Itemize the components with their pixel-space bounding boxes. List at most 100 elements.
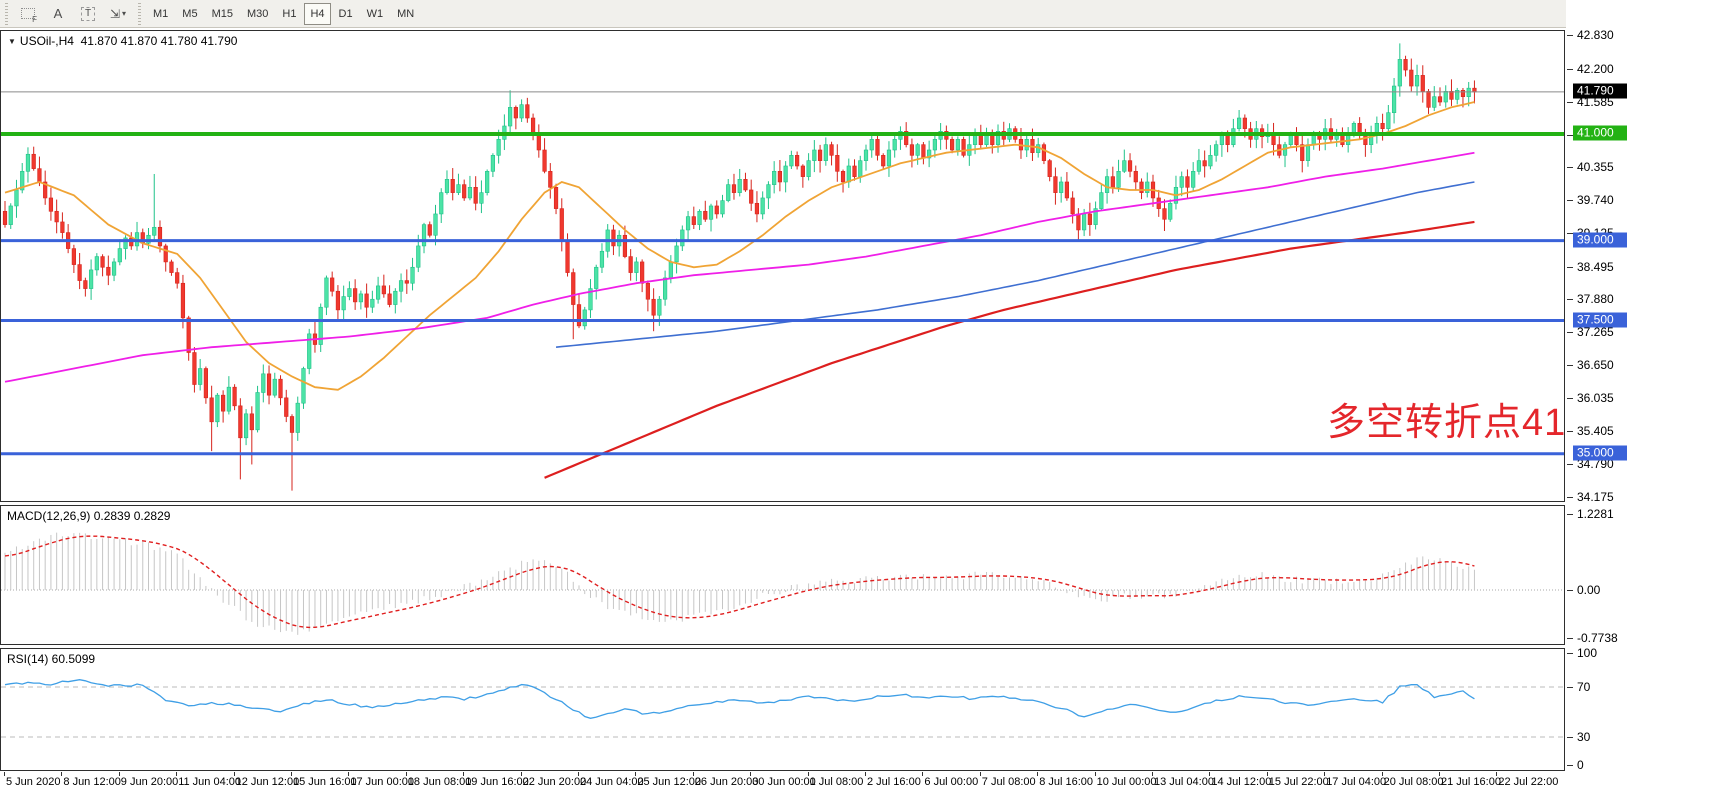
time-tick-mark	[1209, 772, 1211, 776]
time-tick-mark	[807, 772, 809, 776]
price-tick-label: 39.740	[1566, 193, 1614, 207]
rsi-axis-label: 30	[1566, 730, 1590, 744]
time-tick-mark	[979, 772, 981, 776]
chart-template-grid-icon[interactable]: F	[13, 2, 43, 26]
time-axis-label: 22 Jul 22:00	[1498, 776, 1559, 788]
time-axis-label: 8 Jun 12:00	[63, 776, 121, 788]
time-axis-label: 2 Jul 16:00	[867, 776, 921, 788]
time-axis-label: 14 Jul 12:00	[1211, 776, 1272, 788]
time-tick-mark	[405, 772, 407, 776]
time-tick-mark	[865, 772, 866, 776]
price-tick-label: 34.175	[1566, 490, 1614, 504]
time-axis[interactable]: 5 Jun 2020 8 Jun 12:00 9 Jun 20:00 11 Jun 0…	[0, 772, 1731, 793]
toolbar: F A T ⇲ ▾ M1 M5 M15 M30 H1 H4 D1 W1 MN	[0, 0, 1731, 28]
rsi-label: RSI(14) 60.5099	[7, 652, 96, 666]
time-tick-mark	[4, 772, 5, 776]
price-axis[interactable]: 42.83042.20041.58540.97040.35539.74039.1…	[1566, 0, 1731, 772]
time-axis-label: 11 Jun 04:00	[178, 776, 241, 788]
price-level-badge[interactable]: 41.000	[1573, 125, 1627, 141]
time-axis-label: 15 Jun 16:00	[293, 776, 357, 788]
time-axis-label: 26 Jun 20:00	[694, 776, 759, 788]
symbol-quote-line: ▼ USOil-,H4 41.870 41.870 41.780 41.790	[8, 34, 237, 48]
time-tick-mark	[233, 772, 235, 776]
time-axis-label: 24 Jun 04:00	[580, 776, 644, 788]
rsi-chart[interactable]	[1, 649, 1564, 770]
time-tick-mark	[176, 772, 178, 776]
macd-axis-label: -0.7738	[1566, 631, 1618, 645]
chevron-down-icon[interactable]: ▾	[122, 9, 127, 18]
price-level-badge[interactable]: 37.500	[1573, 312, 1627, 328]
price-tick-label: 36.035	[1566, 391, 1614, 405]
time-tick-mark	[692, 772, 694, 776]
price-tick-label: 36.650	[1566, 358, 1614, 372]
collapse-triangle-icon[interactable]: ▼	[8, 37, 16, 46]
price-tick-label: 40.355	[1566, 160, 1614, 174]
rsi-axis-label: 0	[1566, 758, 1584, 772]
time-tick-mark	[578, 772, 579, 776]
price-level-badge[interactable]: 35.000	[1573, 445, 1627, 461]
time-tick-mark	[922, 772, 924, 776]
price-chart-panel[interactable]: ▼ USOil-,H4 41.870 41.870 41.780 41.790 多…	[0, 30, 1565, 502]
time-axis-label: 9 Jun 20:00	[120, 776, 179, 788]
time-tick-mark	[1094, 772, 1096, 776]
timeframe-m30-button[interactable]: M30	[246, 7, 269, 20]
timeframe-h1-button[interactable]: H1	[282, 7, 297, 20]
ma-slow-blue	[555, 181, 1475, 348]
macd-label: MACD(12,26,9) 0.2839 0.2829	[7, 509, 171, 523]
grid-icon: F	[21, 8, 37, 24]
timeframe-h4-button[interactable]: H4	[304, 2, 331, 25]
macd-chart[interactable]	[1, 506, 1564, 644]
time-tick-mark	[348, 772, 350, 776]
timeframe-m5-button[interactable]: M5	[182, 7, 198, 20]
timeframe-d1-button[interactable]: D1	[338, 7, 353, 20]
rsi-indicator-panel[interactable]: RSI(14) 60.5099	[0, 648, 1565, 771]
ma-fast-orange	[4, 101, 1475, 391]
time-tick-mark	[1152, 772, 1153, 776]
time-tick-mark	[291, 772, 292, 776]
price-tick-label: 42.830	[1566, 28, 1614, 42]
time-tick-mark	[1496, 772, 1498, 776]
symbol-name: USOil-,H4	[19, 34, 74, 48]
macd-axis-label: 0.00	[1566, 583, 1600, 597]
candlestick-chart[interactable]	[1, 31, 1564, 501]
price-tick-label: 37.265	[1566, 325, 1614, 339]
time-axis-label: 17 Jun 00:00	[350, 776, 415, 788]
time-axis-label: 1 Jul 08:00	[809, 776, 864, 788]
price-tick-label: 38.495	[1566, 260, 1614, 274]
text-annotation-icon[interactable]: A	[43, 2, 73, 26]
timeframe-w1-button[interactable]: W1	[366, 7, 384, 20]
arrows-icon: ⇲	[109, 6, 121, 21]
time-axis-label: 5 Jun 2020	[6, 776, 61, 788]
price-tick-label: 34.790	[1566, 457, 1614, 471]
ma-slowest-red	[544, 220, 1475, 479]
arrow-tools-icon[interactable]: ⇲ ▾	[103, 2, 133, 26]
timeframe-mn-button[interactable]: MN	[397, 7, 415, 20]
time-axis-label: 8 Jul 16:00	[1039, 776, 1094, 788]
time-axis-label: 18 Jun 08:00	[407, 776, 472, 788]
time-tick-mark	[1324, 772, 1326, 776]
letter-a-icon: A	[53, 6, 63, 21]
text-label-icon[interactable]: T	[73, 2, 103, 26]
price-level-badge[interactable]: 39.000	[1573, 232, 1627, 248]
chinese-annotation-text: 多空转折点41	[1327, 402, 1567, 444]
macd-signal-line	[4, 535, 1475, 629]
price-tick-label: 35.405	[1566, 424, 1614, 438]
time-tick-mark	[1381, 772, 1383, 776]
ohlc-values: 41.870 41.870 41.780 41.790	[80, 34, 238, 48]
price-tick-label: 42.200	[1566, 62, 1614, 76]
time-tick-mark	[61, 772, 63, 776]
time-axis-label: 20 Jul 08:00	[1383, 776, 1444, 788]
time-axis-label: 12 Jun 12:00	[235, 776, 300, 788]
timeframe-m15-button[interactable]: M15	[211, 7, 233, 20]
time-tick-mark	[750, 772, 752, 776]
toolbar-gripper[interactable]	[136, 2, 143, 25]
toolbar-gripper[interactable]	[3, 2, 10, 25]
macd-histogram	[4, 532, 1475, 635]
time-axis-label: 10 Jul 00:00	[1096, 776, 1157, 788]
current-price-badge: 41.790	[1573, 83, 1627, 99]
macd-indicator-panel[interactable]: MACD(12,26,9) 0.2839 0.2829	[0, 505, 1565, 645]
letter-t-icon: T	[80, 6, 96, 21]
timeframe-m1-button[interactable]: M1	[153, 7, 169, 20]
time-axis-label: 17 Jul 04:00	[1326, 776, 1387, 788]
